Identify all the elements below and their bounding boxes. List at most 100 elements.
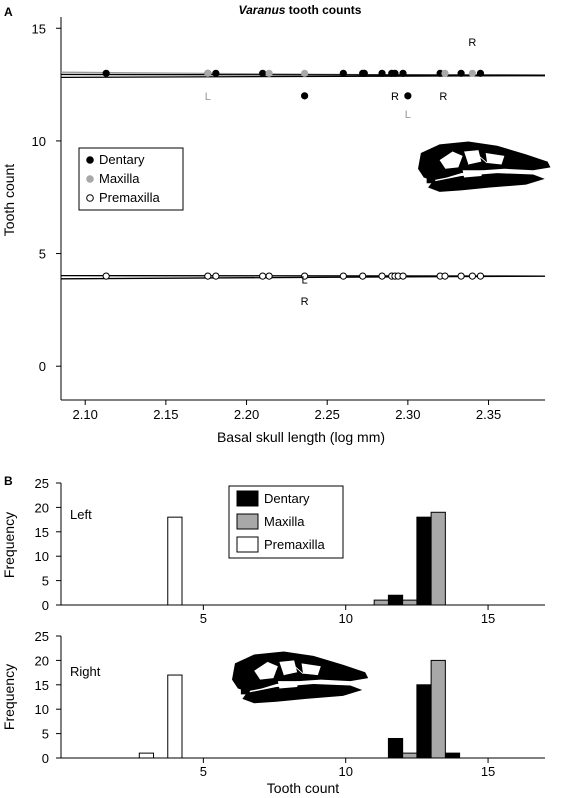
scatter-panel: Varanus tooth counts 2.10 2.15 2.20 2.25 2.3… [1, 3, 551, 445]
premaxilla-bar [138, 752, 155, 759]
dentary-bar [387, 594, 404, 606]
chart-title-genus: Varanus [239, 3, 286, 17]
dentary-point [378, 69, 386, 77]
y-tick-label: 0 [42, 598, 49, 613]
y-tick-label: 25 [35, 629, 49, 644]
x-axis-label: Basal skull length (log mm) [217, 429, 385, 445]
y-tick-label: 10 [35, 549, 49, 564]
x-tick-label: 15 [481, 611, 495, 626]
legend-swatch-dentary [236, 490, 259, 507]
x-tick-label: 2.10 [73, 407, 98, 422]
maxilla-point [301, 69, 309, 77]
dentary-point [212, 69, 220, 77]
dentary-point [360, 69, 368, 77]
side-annotation: R [439, 91, 447, 103]
premaxilla-point [212, 272, 220, 280]
legend-label-dentary: Dentary [264, 491, 310, 506]
y-tick-label: 20 [35, 653, 49, 668]
bar-panel-left: 5 10 15 0 5 10 15 20 25 Left Frequency Dentary M… [1, 476, 545, 626]
dentary-point [391, 69, 399, 77]
legend-swatch-premaxilla [236, 536, 259, 553]
premaxilla-point [339, 272, 347, 280]
side-annotation: L [405, 109, 411, 121]
legend-label-premaxilla: Premaxilla [99, 190, 160, 205]
y-tick-label: 20 [35, 500, 49, 515]
maxilla-point [441, 69, 449, 77]
legend-label-dentary: Dentary [99, 152, 145, 167]
dentary-point [476, 69, 485, 77]
premaxilla-point [301, 272, 309, 280]
legend-label-maxilla: Maxilla [264, 514, 305, 529]
premaxilla-point [378, 272, 386, 280]
x-tick-label: 2.20 [234, 407, 259, 422]
x-tick-label: 5 [200, 611, 207, 626]
dentary-bar [444, 752, 461, 759]
maxilla-point [468, 69, 476, 77]
maxilla-point [204, 69, 212, 77]
maxilla-bar [402, 752, 418, 759]
skull-silhouette-icon [418, 141, 551, 192]
premaxilla-point [102, 272, 110, 280]
panel-label-a: A [4, 5, 13, 19]
chart-title: Varanus tooth counts [239, 3, 362, 17]
data-points [102, 69, 485, 280]
y-tick-label: 15 [35, 525, 49, 540]
y-tick-label: 5 [42, 727, 49, 742]
legend-label-maxilla: Maxilla [99, 171, 140, 186]
dentary-bar [416, 684, 432, 759]
premaxilla-point [441, 272, 449, 280]
dentary-point [404, 92, 412, 100]
x-tick-label: 2.25 [315, 407, 340, 422]
axis-ticks: 5 10 15 0 5 10 15 20 25 [35, 629, 496, 779]
premaxilla-point [359, 272, 367, 280]
legend-label-premaxilla: Premaxilla [264, 537, 325, 552]
bar-panel-right: 5 10 15 0 5 10 15 20 25 Right Frequency Tooth co… [1, 629, 545, 796]
x-tick-label: 2.30 [395, 407, 420, 422]
y-tick-label: 15 [32, 21, 46, 36]
y-tick-label: 5 [42, 574, 49, 589]
side-annotation: L [205, 91, 211, 103]
dentary-point [259, 69, 267, 77]
panel-label-b: B [4, 474, 13, 488]
x-tick-label: 10 [338, 611, 352, 626]
premaxilla-point [468, 272, 476, 280]
premaxilla-point [204, 272, 212, 280]
y-tick-label: 10 [32, 134, 46, 149]
legend-swatch-maxilla [236, 513, 259, 530]
dentary-point [339, 69, 347, 77]
chart-title-rest: tooth counts [285, 3, 361, 17]
x-tick-label: 2.15 [153, 407, 178, 422]
premaxilla-point [457, 272, 465, 280]
side-annotation: R [301, 296, 309, 308]
side-annotation: L [302, 274, 308, 286]
x-tick-label: 15 [481, 764, 495, 779]
side-annotation: R [391, 91, 399, 103]
y-tick-label: 25 [35, 476, 49, 491]
premaxilla-point [265, 272, 273, 280]
legend-b: Dentary Maxilla Premaxilla [228, 485, 344, 559]
y-axis-label: Tooth count [1, 164, 17, 236]
y-tick-label: 15 [35, 678, 49, 693]
axis-ticks: 5 10 15 0 5 10 15 20 25 [35, 476, 496, 626]
dentary-point [301, 92, 309, 100]
skull-silhouette-icon [232, 651, 369, 704]
premaxilla-bar [167, 516, 183, 606]
dentary-point [399, 69, 407, 77]
y-tick-label: 0 [42, 751, 49, 766]
subpanel-label-left: Left [70, 507, 92, 522]
axis-ticks: 2.10 2.15 2.20 2.25 2.30 2.35 0 5 10 15 [32, 21, 502, 422]
maxilla-bar [430, 659, 446, 759]
legend-marker-dentary [86, 156, 94, 164]
y-tick-label: 10 [35, 702, 49, 717]
bars [138, 659, 461, 759]
premaxilla-point [399, 272, 407, 280]
premaxilla-bar [167, 674, 183, 759]
side-annotation: R [468, 37, 476, 49]
maxilla-bar [402, 599, 418, 606]
maxilla-bar [430, 511, 446, 606]
legend-box [78, 147, 184, 211]
subpanel-label-right: Right [70, 664, 101, 679]
dentary-point [102, 69, 110, 77]
